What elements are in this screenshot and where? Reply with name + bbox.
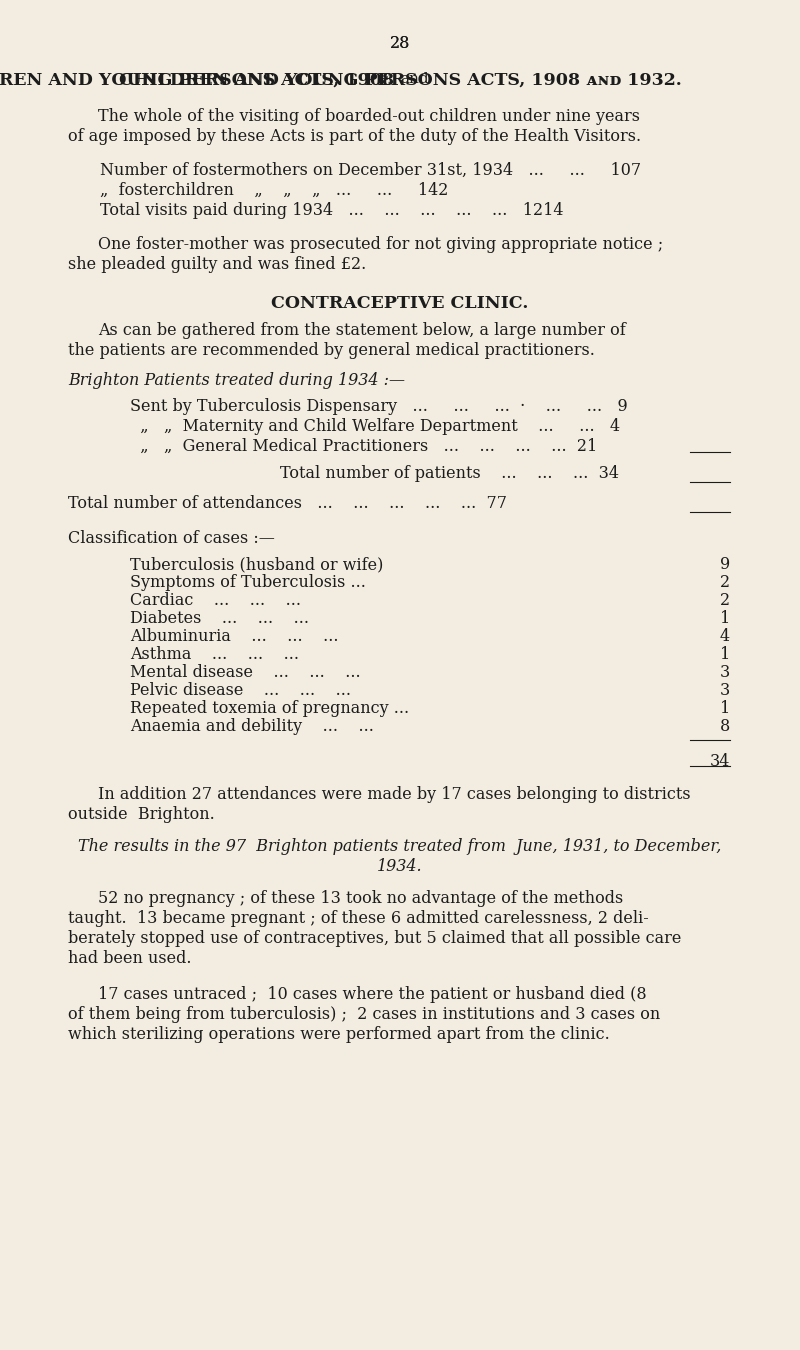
- Text: 28: 28: [390, 35, 410, 53]
- Text: 1: 1: [720, 610, 730, 626]
- Text: Sent by Tuberculosis Dispensary   ...     ...     ...  ·    ...     ...   9: Sent by Tuberculosis Dispensary ... ... …: [130, 398, 628, 414]
- Text: berately stopped use of contraceptives, but 5 claimed that all possible care: berately stopped use of contraceptives, …: [68, 930, 682, 946]
- Text: As can be gathered from the statement below, a large number of: As can be gathered from the statement be…: [98, 323, 626, 339]
- Text: Number of fostermothers on December 31st, 1934   ...     ...     107: Number of fostermothers on December 31st…: [100, 162, 641, 180]
- Text: Repeated toxemia of pregnancy ...: Repeated toxemia of pregnancy ...: [130, 701, 409, 717]
- Text: outside  Brighton.: outside Brighton.: [68, 806, 214, 824]
- Text: Brighton Patients treated during 1934 :—: Brighton Patients treated during 1934 :—: [68, 373, 405, 389]
- Text: 1: 1: [720, 701, 730, 717]
- Text: Albuminuria    ...    ...    ...: Albuminuria ... ... ...: [130, 628, 338, 645]
- Text: Symptoms of Tuberculosis ...: Symptoms of Tuberculosis ...: [130, 574, 366, 591]
- Text: 1934.: 1934.: [377, 859, 423, 875]
- Text: and: and: [400, 72, 429, 86]
- Text: „  fosterchildren    „    „    „   ...     ...     142: „ fosterchildren „ „ „ ... ... 142: [100, 182, 448, 198]
- Text: 2: 2: [720, 593, 730, 609]
- Text: she pleaded guilty and was fined £2.: she pleaded guilty and was fined £2.: [68, 256, 366, 273]
- Text: CONTRACEPTIVE CLINIC.: CONTRACEPTIVE CLINIC.: [271, 296, 529, 312]
- Text: Total visits paid during 1934   ...    ...    ...    ...    ...   1214: Total visits paid during 1934 ... ... ..…: [100, 202, 563, 219]
- Text: 3: 3: [720, 664, 730, 680]
- Text: 4: 4: [720, 628, 730, 645]
- Text: 3: 3: [720, 682, 730, 699]
- Text: CHILDREN AND YOUNG PERSONS ACTS, 1908: CHILDREN AND YOUNG PERSONS ACTS, 1908: [0, 72, 400, 89]
- Text: Tuberculosis (husband or wife): Tuberculosis (husband or wife): [130, 556, 383, 572]
- Text: In addition 27 attendances were made by 17 cases belonging to districts: In addition 27 attendances were made by …: [98, 786, 690, 803]
- Text: Total number of attendances   ...    ...    ...    ...    ...  77: Total number of attendances ... ... ... …: [68, 495, 507, 512]
- Text: 28: 28: [390, 35, 410, 53]
- Text: which sterilizing operations were performed apart from the clinic.: which sterilizing operations were perfor…: [68, 1026, 610, 1044]
- Text: The results in the 97  Brighton patients treated from  June, 1931, to December,: The results in the 97 Brighton patients …: [78, 838, 722, 855]
- Text: 9: 9: [720, 556, 730, 572]
- Text: Mental disease    ...    ...    ...: Mental disease ... ... ...: [130, 664, 361, 680]
- Text: Anaemia and debility    ...    ...: Anaemia and debility ... ...: [130, 718, 374, 734]
- Text: Total number of patients    ...    ...    ...  34: Total number of patients ... ... ... 34: [280, 464, 619, 482]
- Text: the patients are recommended by general medical practitioners.: the patients are recommended by general …: [68, 342, 595, 359]
- Text: The whole of the visiting of boarded-out children under nine years: The whole of the visiting of boarded-out…: [98, 108, 640, 126]
- Text: had been used.: had been used.: [68, 950, 191, 967]
- Text: 52 no pregnancy ; of these 13 took no advantage of the methods: 52 no pregnancy ; of these 13 took no ad…: [98, 890, 623, 907]
- Text: of age imposed by these Acts is part of the duty of the Health Visitors.: of age imposed by these Acts is part of …: [68, 128, 641, 144]
- Text: of them being from tuberculosis) ;  2 cases in institutions and 3 cases on: of them being from tuberculosis) ; 2 cas…: [68, 1006, 660, 1023]
- Text: 17 cases untraced ;  10 cases where the patient or husband died (8: 17 cases untraced ; 10 cases where the p…: [98, 986, 646, 1003]
- Text: 8: 8: [720, 718, 730, 734]
- Text: „   „  General Medical Practitioners   ...    ...    ...    ...  21: „ „ General Medical Practitioners ... ..…: [130, 437, 598, 455]
- Text: Cardiac    ...    ...    ...: Cardiac ... ... ...: [130, 593, 301, 609]
- Text: 2: 2: [720, 574, 730, 591]
- Text: Diabetes    ...    ...    ...: Diabetes ... ... ...: [130, 610, 309, 626]
- Text: CHILDREN AND YOUNG PERSONS ACTS, 1908 ᴀɴᴅ 1932.: CHILDREN AND YOUNG PERSONS ACTS, 1908 ᴀɴ…: [118, 72, 682, 89]
- Text: 34: 34: [710, 753, 730, 769]
- Text: „   „  Maternity and Child Welfare Department    ...     ...   4: „ „ Maternity and Child Welfare Departme…: [130, 418, 620, 435]
- Text: One foster-mother was prosecuted for not giving appropriate notice ;: One foster-mother was prosecuted for not…: [98, 236, 663, 252]
- Text: 1: 1: [720, 647, 730, 663]
- Text: taught.  13 became pregnant ; of these 6 admitted carelessness, 2 deli-: taught. 13 became pregnant ; of these 6 …: [68, 910, 649, 927]
- Text: Asthma    ...    ...    ...: Asthma ... ... ...: [130, 647, 299, 663]
- Text: Pelvic disease    ...    ...    ...: Pelvic disease ... ... ...: [130, 682, 351, 699]
- Text: Classification of cases :—: Classification of cases :—: [68, 531, 275, 547]
